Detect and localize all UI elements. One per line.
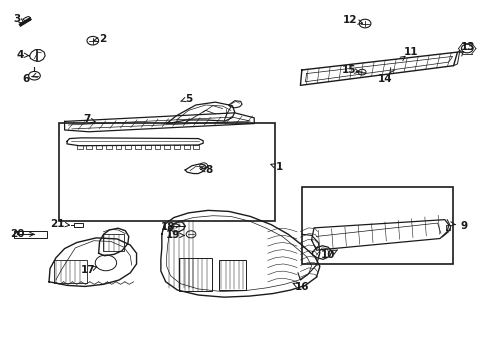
Text: 12: 12 [343, 15, 357, 25]
Text: 18: 18 [160, 222, 175, 232]
Bar [179, 257, 211, 292]
Text: 7: 7 [82, 114, 90, 124]
Text: 13: 13 [460, 42, 474, 52]
Text: 9: 9 [460, 221, 467, 231]
Text: 4: 4 [16, 50, 23, 60]
Text: 21: 21 [50, 219, 64, 229]
Text: 11: 11 [403, 47, 417, 57]
Bar [59, 123, 275, 221]
Bar [219, 260, 245, 290]
Text: 6: 6 [22, 74, 29, 84]
Text: 5: 5 [184, 94, 192, 104]
Text: 2: 2 [99, 34, 106, 44]
Text: 3: 3 [13, 14, 20, 23]
Text: 19: 19 [165, 230, 180, 240]
Bar [301, 187, 452, 264]
Bar [102, 234, 124, 251]
Text: 10: 10 [320, 250, 335, 260]
Text: 1: 1 [275, 162, 283, 172]
Bar [54, 260, 87, 283]
Text: 8: 8 [205, 165, 213, 175]
Bar [74, 222, 83, 227]
Text: 16: 16 [294, 282, 308, 292]
Text: 17: 17 [81, 265, 95, 275]
Text: 15: 15 [341, 65, 356, 75]
Text: 14: 14 [377, 74, 392, 84]
Text: 20: 20 [10, 229, 24, 239]
Bar [14, 231, 46, 238]
